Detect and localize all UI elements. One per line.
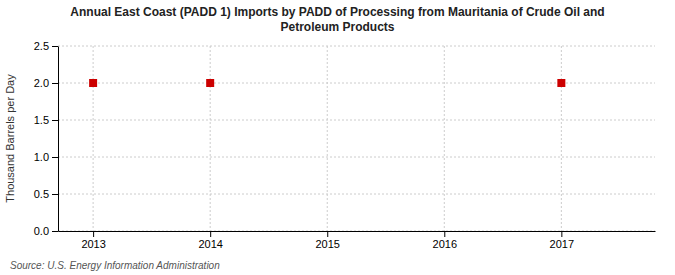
x-axis-tick: 2013 [81, 231, 105, 250]
y-grid-line [58, 157, 655, 158]
grid [58, 46, 655, 231]
x-axis-tick-mark [210, 231, 211, 237]
y-grid-line [58, 231, 655, 232]
x-axis-tick: 2014 [198, 231, 222, 250]
y-grid-line [58, 194, 655, 195]
y-axis-tick: 2.0 [34, 77, 58, 89]
y-grid-line [58, 46, 655, 47]
y-axis-tick-mark [52, 46, 58, 47]
x-grid-line [444, 46, 445, 231]
y-axis-tick: 0.5 [34, 188, 58, 200]
x-axis-tick-label: 2013 [81, 238, 105, 250]
x-axis-line [59, 231, 656, 232]
x-grid-line [561, 46, 562, 231]
y-axis-tick-label: 1.5 [34, 114, 49, 126]
y-axis-tick: 1.5 [34, 114, 58, 126]
point [89, 79, 97, 87]
marks [89, 79, 565, 87]
y-axis-line [58, 47, 59, 232]
y-axis: 0.0 0.5 1.0 1.5 2.0 2.5 [34, 40, 59, 237]
x-grid-line [93, 46, 94, 231]
y-axis-tick-label: 2.5 [34, 40, 49, 52]
x-axis-tick-label: 2016 [433, 238, 457, 250]
y-axis-tick-label: 1.0 [34, 151, 49, 163]
source: Source: U.S. Energy Information Administ… [10, 260, 220, 271]
y-axis-tick-mark [52, 231, 58, 232]
x-axis-tick: 2017 [550, 231, 574, 250]
y-axis-tick-label: 0.5 [34, 188, 49, 200]
x-axis-tick: 2015 [315, 231, 339, 250]
y-axis-tick-mark [52, 194, 58, 195]
y-grid-line [58, 83, 655, 84]
x-axis-tick-mark [561, 231, 562, 237]
x-axis-tick-label: 2017 [550, 238, 574, 250]
y-axis-tick: 1.0 [34, 151, 58, 163]
point [557, 79, 565, 87]
x-axis-tick-label: 2014 [198, 238, 222, 250]
x-axis: 2013 2014 2015 2016 2017 [59, 231, 656, 250]
point [206, 79, 214, 87]
y-axis-tick-mark [52, 83, 58, 84]
y-axis-tick-mark [52, 120, 58, 121]
title-line: Annual East Coast (PADD 1) Imports by PA… [70, 5, 604, 19]
x-axis-tick: 2016 [433, 231, 457, 250]
x-grid-line [327, 46, 328, 231]
x-axis-tick-label: 2015 [315, 238, 339, 250]
chart: Annual East Coast (PADD 1) Imports by PA… [0, 0, 675, 275]
y-axis-tick: 0.0 [34, 225, 58, 237]
y-axis-tick: 2.5 [34, 40, 58, 52]
y-axis-title: Thousand Barrels per Day [4, 74, 16, 203]
title: Annual East Coast (PADD 1) Imports by PA… [70, 5, 604, 34]
y-grid-line [58, 120, 655, 121]
y-axis-tick-label: 0.0 [34, 225, 49, 237]
plot: 2013 2014 2015 2016 2017 0.0 0.5 1.0 1.5 2.0 2.5 [34, 40, 656, 250]
x-axis-tick-mark [93, 231, 94, 237]
x-axis-tick-mark [444, 231, 445, 237]
y-axis-tick-label: 2.0 [34, 77, 49, 89]
x-grid-line [210, 46, 211, 231]
title-line: Petroleum Products [280, 20, 394, 34]
x-axis-tick-mark [327, 231, 328, 237]
y-axis-tick-mark [52, 157, 58, 158]
